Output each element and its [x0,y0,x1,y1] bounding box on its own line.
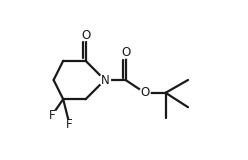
Circle shape [99,74,110,86]
Text: O: O [140,86,150,99]
Circle shape [80,30,91,40]
Text: O: O [81,29,90,42]
Text: F: F [49,109,55,122]
Text: O: O [121,46,130,59]
Text: N: N [100,73,109,87]
Circle shape [47,110,57,120]
Text: F: F [66,118,73,131]
Circle shape [120,48,131,58]
Circle shape [65,120,75,130]
Circle shape [140,88,150,98]
